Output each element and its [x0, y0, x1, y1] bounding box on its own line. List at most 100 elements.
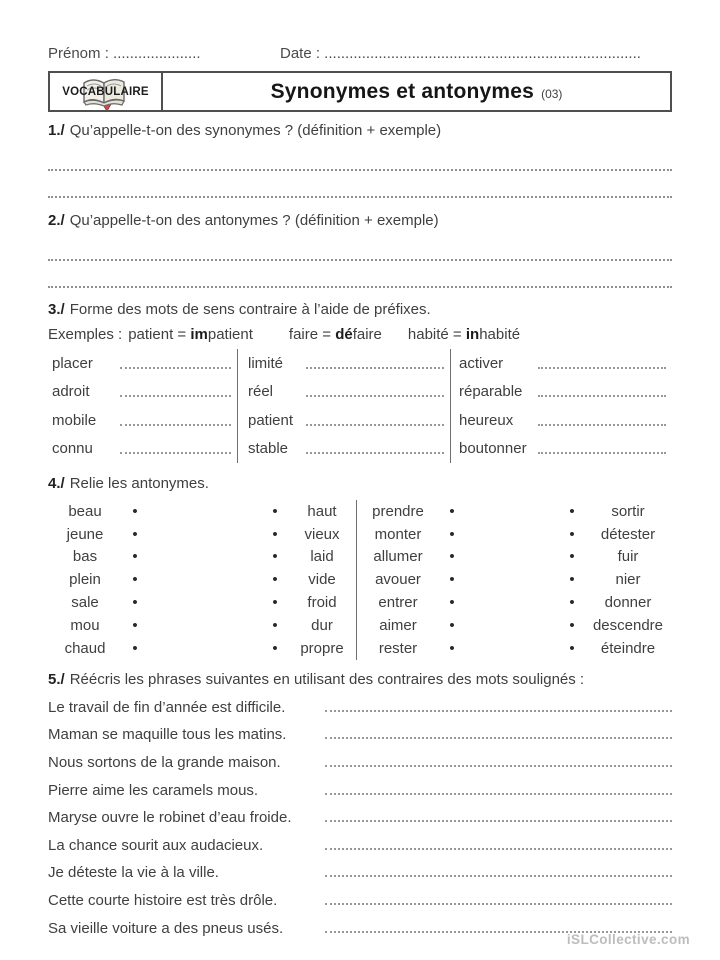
underlined-word: audacieux — [190, 836, 259, 854]
underlined-word: difficile — [235, 698, 282, 716]
sentence-fragment: Le travail de — [48, 698, 134, 716]
match-group-b: prendre • • sortir monter • • détester allumer • •… — [356, 500, 671, 660]
prefix-row: boutonner — [451, 435, 672, 464]
match-word-left: rester — [378, 639, 418, 657]
bullet-dot: • — [132, 548, 138, 566]
q5-number: 5./ — [48, 670, 65, 688]
answer-dots — [538, 415, 666, 426]
prefix-word: limité — [248, 354, 284, 372]
prefix-table: placer adroit mobile connu limité réel patien… — [48, 349, 672, 463]
sentence-fragment: Pierre — [48, 781, 93, 799]
answer-dots — [325, 839, 672, 850]
bullet-dot: • — [449, 548, 455, 566]
answer-dots — [325, 728, 672, 740]
sentence-fragment: la vie à la — [117, 864, 189, 882]
prefix-word: placer — [52, 354, 93, 372]
answer-dots — [325, 701, 672, 712]
prefix-row: adroit — [48, 378, 237, 407]
sentence-row: Le travail de fin d’année est difficile. — [48, 694, 672, 722]
q1-heading: 1./Qu’appelle-t-on des synonymes ? (défi… — [48, 121, 672, 140]
sentence-text: Maman se maquille tous les matins. — [48, 726, 325, 744]
q5-heading: 5./Réécris les phrases suivantes en util… — [48, 670, 672, 689]
answer-dots — [120, 443, 231, 455]
bullet-dot: • — [449, 502, 455, 520]
prefix-row: réel — [238, 378, 450, 407]
bold-prefix: im — [190, 326, 208, 343]
match-word-left: beau — [68, 502, 102, 520]
q4-heading: 4./Relie les antonymes. — [48, 474, 672, 493]
underlined-word: chance — [68, 836, 118, 854]
sentence-fragment: Maryse — [48, 809, 102, 827]
sentence-fragment: voiture a des pneus — [108, 919, 248, 937]
bullet-dot: • — [272, 525, 278, 543]
sentence-fragment: . — [282, 726, 287, 744]
sentence-fragment: . — [281, 698, 286, 716]
answer-dots — [120, 415, 231, 426]
answer-line — [48, 171, 672, 198]
sentence-fragment: Sa — [48, 919, 71, 937]
match-word-right: dur — [311, 616, 333, 634]
answer-line — [48, 140, 672, 171]
prefix-col-3: activer réparable heureux boutonner — [450, 349, 672, 463]
bullet-dot: • — [272, 639, 278, 657]
q3-text: Forme des mots de sens contraire à l’aid… — [69, 301, 431, 318]
bullet-dot: • — [272, 502, 278, 520]
prefix-word: réparable — [459, 383, 523, 401]
bullet-dot: • — [569, 639, 575, 657]
match-word-right: nier — [615, 571, 641, 589]
sentence-fragment: . — [259, 836, 264, 854]
match-word-left: bas — [72, 548, 98, 566]
underlined-word: fin — [133, 698, 150, 716]
sentence-row: Pierre aime les caramels mous. — [48, 776, 672, 804]
match-word-left: chaud — [64, 639, 106, 657]
bullet-dot: • — [449, 639, 455, 657]
match-word-left: entrer — [378, 594, 418, 612]
sentence-row: Je déteste la vie à la ville. — [48, 859, 672, 887]
q5-text: Réécris les phrases suivantes en utilisa… — [69, 670, 585, 688]
sentence-fragment: . — [278, 919, 284, 937]
match-word-right: propre — [300, 639, 344, 657]
prefix-word: mobile — [52, 411, 97, 429]
sentence-fragment: tous les — [178, 726, 239, 744]
bullet-dot: • — [449, 571, 455, 589]
answer-dots — [120, 386, 231, 398]
sentence-fragment: les caramels — [124, 781, 218, 799]
bullet-dot: • — [449, 594, 455, 612]
bullet-dot: • — [569, 502, 575, 520]
answer-line — [48, 230, 672, 261]
underlined-word: maquille — [122, 726, 179, 744]
sentence-text: Cette courte histoire est très drôle. — [48, 892, 325, 910]
underlined-word: grande — [177, 754, 224, 772]
underlined-word: vieille — [70, 919, 109, 937]
bullet-dot: • — [132, 502, 138, 520]
bullet-dot: • — [132, 616, 138, 634]
match-word-left: allumer — [373, 548, 423, 566]
match-word-left: plein — [69, 571, 101, 589]
sentence-fragment: . — [287, 809, 292, 827]
bullet-dot: • — [272, 594, 278, 612]
match-word-left: sale — [71, 594, 99, 612]
category-label: VOCABULAIRE — [62, 85, 149, 98]
sentence-fragment: le robinet d’eau — [138, 809, 250, 827]
match-word-left: mou — [70, 616, 100, 634]
match-word-right: laid — [310, 548, 334, 566]
example-item: habité = inhabité — [407, 326, 521, 343]
match-word-right: vide — [308, 571, 336, 589]
answer-dots — [538, 386, 666, 398]
sentence-fragment: sourit aux — [117, 836, 191, 854]
answer-dots — [538, 358, 666, 369]
sentence-fragment: . — [253, 781, 259, 799]
bullet-dot: • — [449, 616, 455, 634]
bullet-dot: • — [132, 525, 138, 543]
match-word-right: donner — [604, 594, 652, 612]
title-number: (03) — [541, 87, 563, 101]
prefix-word: réel — [248, 383, 274, 401]
answer-dots — [325, 922, 672, 933]
sentence-fragment: Nous — [48, 754, 88, 772]
underlined-word: mous — [217, 781, 254, 799]
underlined-word: déteste — [68, 864, 118, 882]
sentence-text: La chance sourit aux audacieux. — [48, 836, 325, 854]
prefix-row: limité — [238, 349, 450, 378]
q3-heading: 3./Forme des mots de sens contraire à l’… — [48, 300, 672, 319]
